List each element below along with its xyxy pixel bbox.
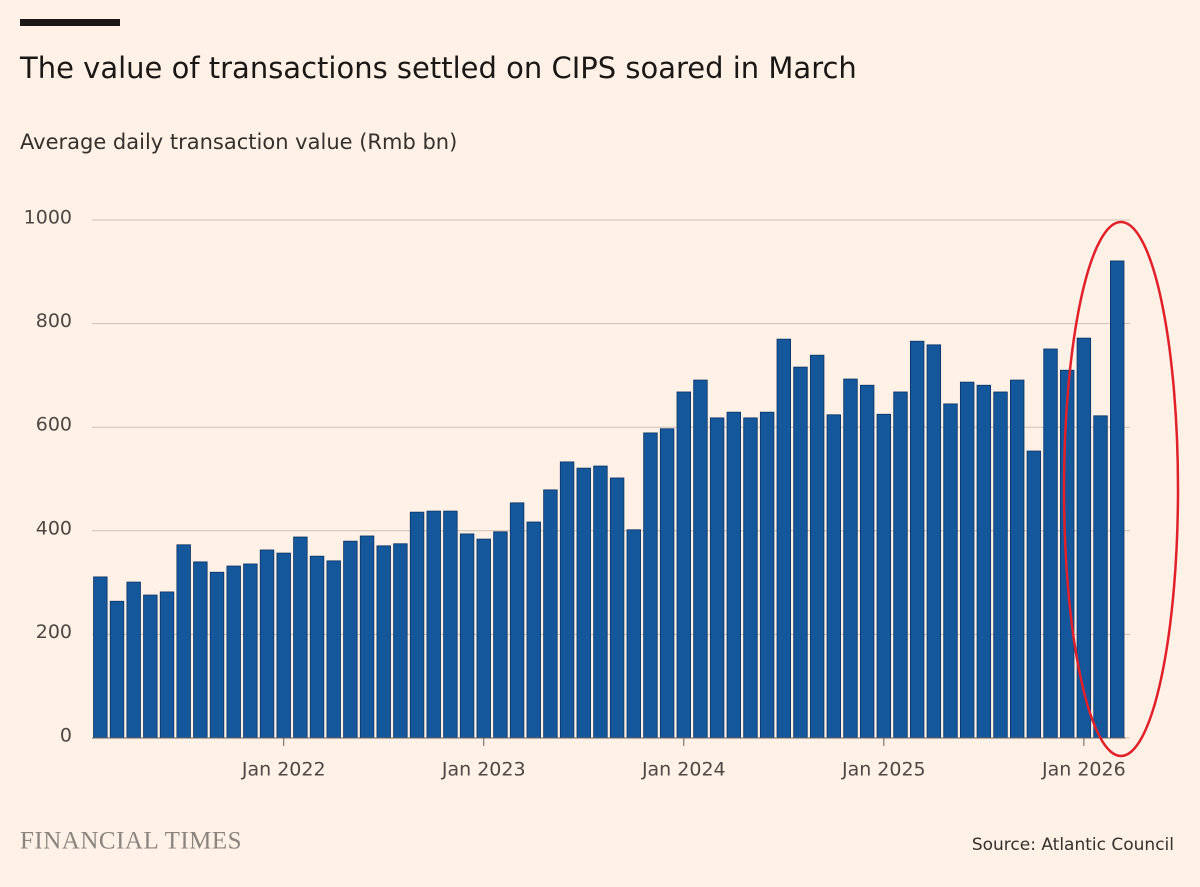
y-tick-label: 1000 xyxy=(24,207,72,229)
bar xyxy=(343,540,358,739)
bar xyxy=(959,381,975,739)
bar xyxy=(359,535,375,739)
bar xyxy=(1026,450,1042,739)
bar xyxy=(226,565,241,739)
bar xyxy=(743,417,758,739)
y-tick-label: 600 xyxy=(36,414,72,436)
bar xyxy=(826,414,842,739)
bar xyxy=(626,529,641,739)
brand: FINANCIAL TIMES xyxy=(20,828,242,855)
bar xyxy=(1009,379,1025,739)
y-tick-label: 800 xyxy=(36,310,72,332)
bar xyxy=(693,379,708,739)
bar xyxy=(209,571,225,739)
bar xyxy=(943,403,958,739)
y-tick-label: 400 xyxy=(36,517,72,539)
bar xyxy=(759,411,775,739)
bar xyxy=(843,378,858,739)
x-tick-label: Jan 2022 xyxy=(241,759,326,781)
bar xyxy=(109,600,125,739)
bar xyxy=(493,531,508,739)
bar xyxy=(93,576,108,739)
highlight-ellipse xyxy=(1062,220,1180,758)
bar xyxy=(176,544,191,739)
bar xyxy=(476,538,491,739)
bar xyxy=(559,461,575,739)
bar xyxy=(776,338,792,739)
bar xyxy=(443,510,458,739)
bar xyxy=(859,384,875,739)
bar xyxy=(893,391,908,739)
bar xyxy=(643,432,658,739)
bar xyxy=(309,555,325,739)
bar xyxy=(709,417,725,739)
plot: 0 200 400 600 800 1000 Jan 2022 Jan 2023 Jan 202… xyxy=(24,207,1130,781)
bar xyxy=(676,391,691,739)
bar xyxy=(543,489,558,739)
y-tick-label: 0 xyxy=(60,725,72,747)
x-tick-label: Jan 2025 xyxy=(841,759,926,781)
bar xyxy=(926,344,942,739)
bar xyxy=(126,581,141,739)
x-tick-label: Jan 2024 xyxy=(641,759,726,781)
bar xyxy=(243,563,258,739)
bar xyxy=(376,545,391,739)
bar xyxy=(159,591,175,739)
source: Source: Atlantic Council xyxy=(972,835,1174,855)
chart-subtitle: Average daily transaction value (Rmb bn) xyxy=(20,130,457,154)
bar xyxy=(593,465,608,739)
bar xyxy=(426,510,441,739)
bar xyxy=(576,467,591,739)
bar xyxy=(259,549,275,739)
bar xyxy=(526,521,541,739)
bar xyxy=(509,502,525,739)
bar xyxy=(326,560,341,739)
chart-title: The value of transactions settled on CIP… xyxy=(19,51,857,85)
bar xyxy=(659,428,675,739)
bar xyxy=(793,366,808,739)
bar xyxy=(1093,415,1108,739)
bar xyxy=(459,533,475,739)
bar xyxy=(1043,348,1058,739)
bar xyxy=(909,340,925,739)
bar xyxy=(1059,369,1075,739)
bar xyxy=(876,413,892,739)
brand-bar xyxy=(20,19,120,26)
bar xyxy=(409,511,425,739)
bar xyxy=(726,411,741,739)
bar xyxy=(993,391,1008,739)
bar xyxy=(1110,260,1125,739)
x-tick-label: Jan 2023 xyxy=(441,759,526,781)
bar xyxy=(393,543,408,739)
bar xyxy=(276,552,291,739)
bar xyxy=(293,536,308,739)
bar xyxy=(809,354,825,739)
bar xyxy=(1076,337,1092,739)
bar xyxy=(143,594,158,739)
x-tick-label: Jan 2026 xyxy=(1041,759,1126,781)
bar xyxy=(976,384,992,739)
y-tick-label: 200 xyxy=(36,621,72,643)
bar xyxy=(609,477,625,739)
bar xyxy=(193,561,208,739)
